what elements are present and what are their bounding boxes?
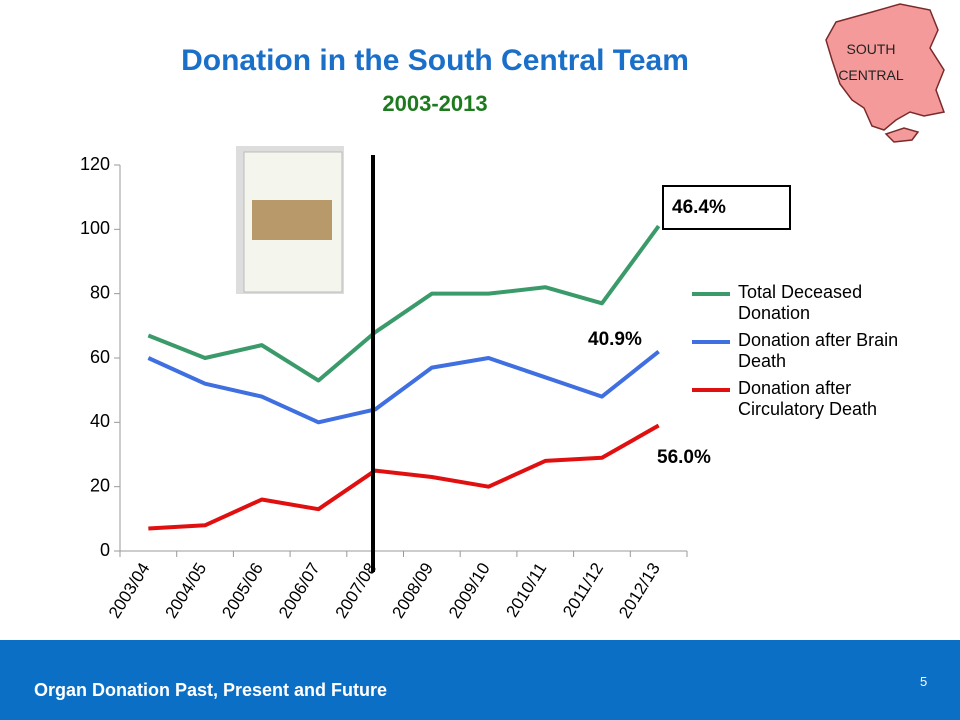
map-label: SOUTH CENTRAL [838,41,904,83]
y-tick-label: 40 [90,411,110,431]
page-number: 5 [920,674,928,689]
y-tick-label: 120 [80,154,110,174]
legend-item: Total Deceased Donation [692,282,922,324]
legend-label: Total Deceased Donation [738,282,863,323]
y-tick-label: 0 [100,540,110,560]
legend-swatch [692,388,730,392]
x-tick-label: 2003/04 [105,559,154,621]
annotation: 56.0% [657,447,711,468]
legend-swatch [692,292,730,296]
y-tick-label: 60 [90,347,110,367]
chart-title: Donation in the South Central Team [181,44,689,77]
y-tick-label: 100 [80,218,110,238]
legend-swatch [692,340,730,344]
series-line [147,350,660,425]
booklet-photo [252,200,332,240]
legend-label: Donation after Circulatory Death [738,378,878,419]
legend-item: Donation after Brain Death [692,330,922,372]
series-line [148,423,660,531]
x-tick-label: 2005/06 [218,559,267,621]
annotation: 40.9% [588,329,642,350]
chart: Donation in the South Central Team 2003-… [80,3,946,622]
chart-subtitle: 2003-2013 [382,91,487,116]
legend-item: Donation after Circulatory Death [692,378,922,420]
island [884,127,920,143]
y-tick-label: 80 [90,282,110,302]
x-tick-label: 2006/07 [275,559,324,621]
footer: Organ Donation Past, Present and Future … [0,640,960,720]
x-tick-label: 2009/10 [445,559,494,621]
annotation: 46.4% [672,197,726,218]
annotation-box [662,185,791,230]
x-tick-label: 2004/05 [162,559,211,621]
legend-label: Donation after Brain Death [738,330,899,371]
x-tick-label: 2011/12 [559,559,607,620]
x-tick-label: 2012/13 [615,559,664,621]
x-tick-label: 2010/11 [502,559,550,620]
legend: Total Deceased Donation Donation after Br… [692,282,922,426]
region-map [825,3,946,131]
y-tick-label: 20 [90,475,110,495]
footer-title: Organ Donation Past, Present and Future [34,680,388,700]
x-tick-label: 2008/09 [388,559,437,621]
series-line [147,224,661,383]
